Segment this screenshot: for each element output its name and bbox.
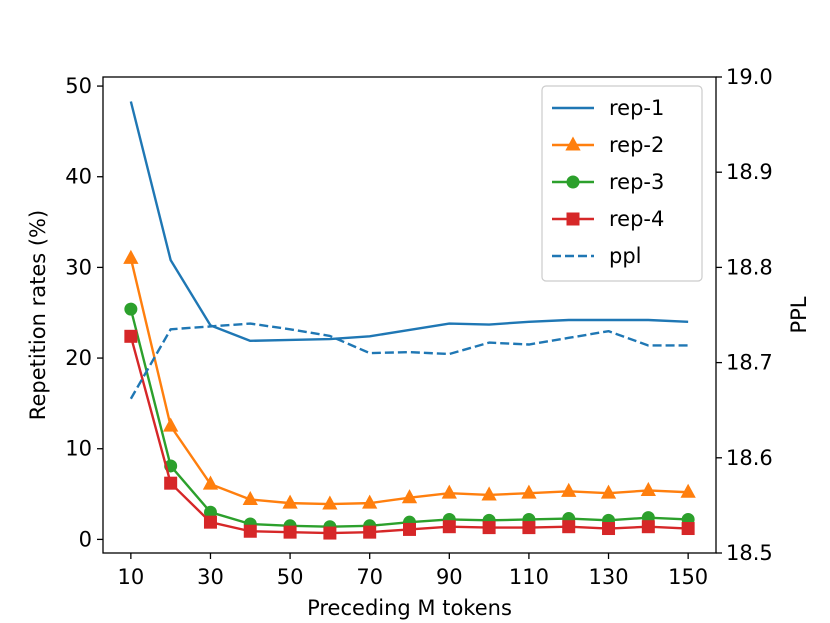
legend: rep-1 rep-2 rep-3 rep-4 ppl	[541, 85, 703, 282]
data-point-rep-2	[521, 484, 537, 499]
legend-marker-rep-3	[566, 175, 580, 189]
x-tick-label: 110	[509, 565, 549, 589]
data-point-rep-4	[164, 476, 178, 490]
series-line-rep-1	[129, 101, 689, 343]
y2-tick-label: 18.7	[726, 351, 773, 375]
x-tick-label: 10	[117, 565, 144, 589]
data-point-rep-4	[522, 521, 536, 535]
data-point-rep-4	[203, 515, 217, 529]
data-point-rep-2	[242, 490, 258, 506]
data-point-rep-2	[481, 486, 497, 501]
data-point-rep-4	[482, 521, 496, 535]
y-tick-label: 20	[65, 346, 92, 370]
x-tick-label: 130	[588, 565, 628, 589]
series-line-rep-2	[129, 258, 689, 506]
series-rep-1	[129, 101, 689, 343]
data-point-rep-2	[640, 481, 656, 496]
data-point-rep-4	[363, 525, 377, 539]
legend-label-ppl: ppl	[609, 244, 642, 268]
y2-tick-label: 18.6	[726, 446, 773, 470]
data-point-rep-2	[282, 494, 298, 509]
data-point-rep-2	[362, 494, 378, 509]
data-point-rep-2	[441, 484, 457, 499]
axes-layer: 10 30 50 70 90 110 130 150 0 10 20 30 40 50 18.5 18.6 18…	[65, 65, 773, 589]
legend-label-rep-2: rep-2	[609, 133, 664, 157]
data-point-rep-2	[401, 489, 418, 504]
data-point-rep-4	[641, 520, 655, 534]
data-point-rep-4	[323, 526, 337, 540]
legend-marker-rep-4	[566, 212, 580, 226]
y2-tick-label: 18.9	[726, 160, 773, 184]
data-point-rep-2	[123, 249, 139, 264]
data-point-rep-2	[680, 483, 696, 498]
series-layer	[123, 101, 696, 540]
y-tick-label: 40	[65, 165, 92, 189]
x-axis-title: Preceding M tokens	[307, 596, 512, 620]
data-point-rep-4	[602, 522, 616, 536]
legend-marker-rep-2	[565, 136, 581, 151]
data-point-rep-4	[403, 522, 416, 536]
data-point-rep-4	[124, 329, 138, 343]
data-point-rep-2	[561, 482, 577, 497]
data-point-rep-2	[600, 484, 617, 499]
x-tick-label: 150	[668, 565, 708, 589]
plot-frame	[102, 76, 717, 554]
y-tick-label: 50	[65, 74, 92, 98]
series-line-rep-4	[129, 335, 689, 535]
y2-tick-label: 18.8	[726, 255, 773, 279]
data-point-rep-4	[562, 520, 576, 534]
legend-label-rep-3: rep-3	[609, 170, 664, 194]
data-point-rep-4	[681, 522, 695, 536]
data-point-rep-2	[322, 495, 338, 510]
y2-axis-title: PPL	[787, 296, 811, 333]
x-tick-label: 90	[436, 565, 463, 589]
data-point-rep-2	[163, 417, 179, 432]
series-line-ppl	[129, 322, 689, 400]
legend-box	[541, 85, 703, 282]
data-point-rep-4	[243, 524, 257, 538]
y2-tick-label: 18.5	[726, 541, 773, 565]
x-tick-label: 30	[197, 565, 224, 589]
x-tick-label: 70	[356, 565, 383, 589]
legend-label-rep-4: rep-4	[609, 207, 664, 231]
data-point-rep-2	[202, 475, 219, 490]
series-ppl	[129, 322, 689, 400]
y-tick-label: 0	[79, 527, 92, 551]
series-rep-4	[124, 329, 695, 540]
y2-tick-label: 19.0	[726, 65, 773, 89]
x-tick-label: 50	[277, 565, 304, 589]
y-tick-label: 30	[65, 255, 92, 279]
series-rep-2	[123, 249, 696, 510]
y-tick-label: 10	[65, 437, 92, 461]
legend-label-rep-1: rep-1	[609, 96, 664, 120]
data-point-rep-4	[442, 520, 456, 534]
data-point-rep-4	[283, 525, 297, 539]
y-axis-title: Repetition rates (%)	[26, 210, 50, 420]
data-point-rep-3	[124, 302, 138, 316]
